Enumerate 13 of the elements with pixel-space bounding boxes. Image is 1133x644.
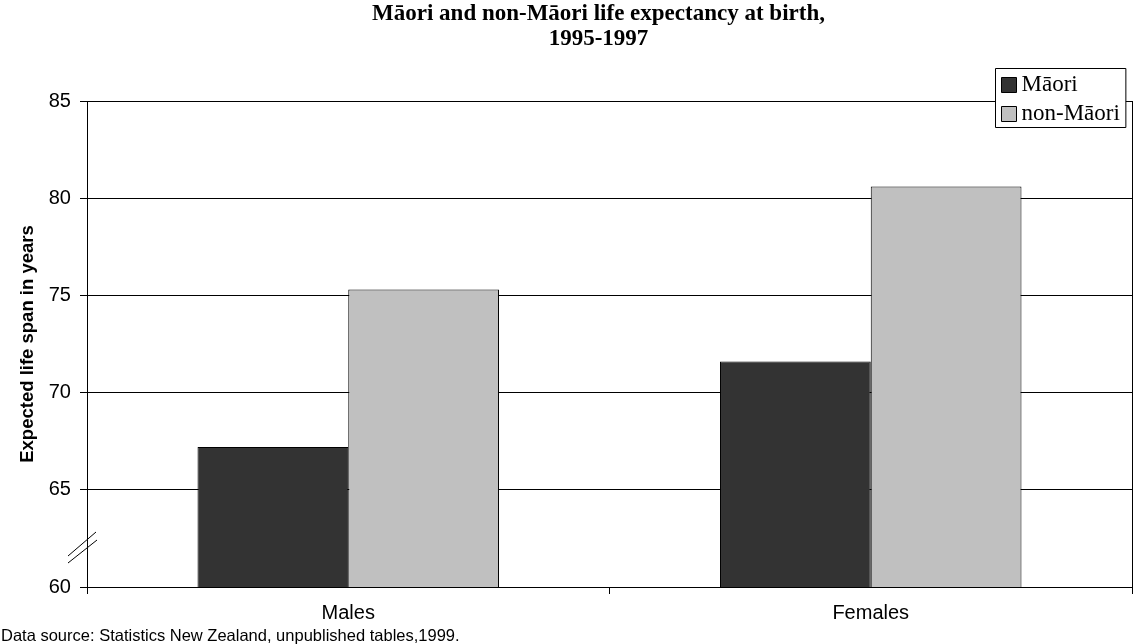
y-tick-label: 80	[48, 185, 71, 208]
legend-label: non-Māori	[1021, 100, 1120, 126]
source-note: Data source: Statistics New Zealand, unpublished tables,1999.	[1, 626, 460, 644]
y-tick-label: 70	[48, 380, 71, 403]
y-tick-label: 65	[48, 477, 71, 500]
y-tick-label: 75	[48, 282, 71, 305]
x-tick-label: Males	[321, 600, 375, 623]
legend-label: Māori	[1021, 71, 1078, 97]
y-axis-title: Expected life span in years	[16, 225, 38, 463]
y-tick-label: 60	[48, 574, 71, 597]
x-tick-label: Females	[832, 600, 910, 623]
chart-title: Māori and non-Māori life expectancy at birth, 1995-1997	[371, 0, 826, 50]
y-tick-label: 85	[48, 88, 71, 111]
